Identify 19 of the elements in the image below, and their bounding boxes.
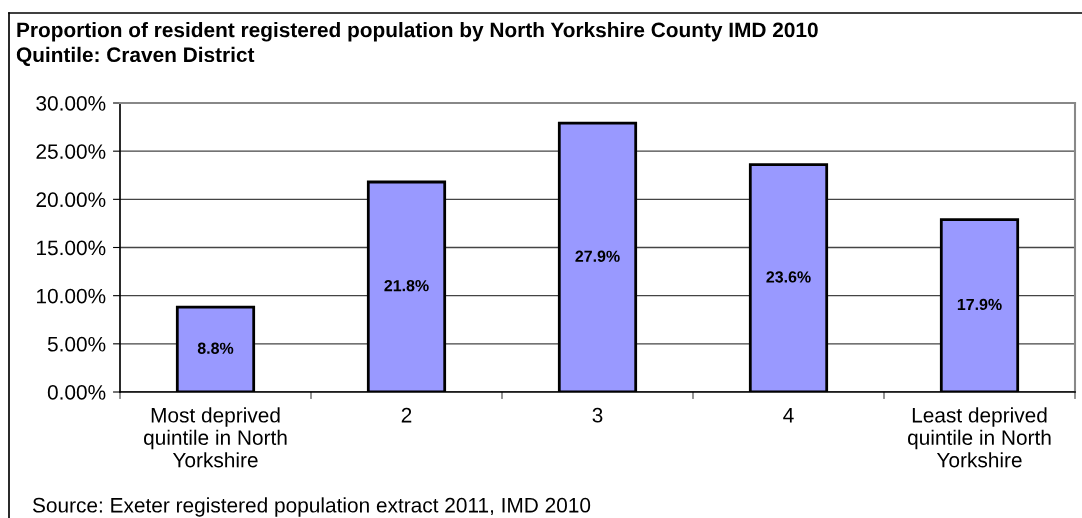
x-tick-label: 2 — [401, 407, 412, 423]
x-tick-label: Most deprived quintile in North Yorkshire — [144, 407, 287, 468]
y-tick-label: 10.00% — [37, 288, 106, 304]
source-note: Source: Exeter registered population extract 2011, IMD 2010 — [32, 497, 591, 517]
y-tick-label: 0.00% — [47, 385, 106, 400]
x-tick-label: 4 — [783, 408, 794, 423]
data-label: 8.8% — [197, 342, 234, 354]
data-label: 27.9% — [575, 250, 620, 262]
y-tick-label: 15.00% — [37, 240, 106, 256]
x-tick-label: Least deprived quintile in North Yorkshire — [908, 407, 1051, 468]
x-tick-label: 3 — [592, 407, 603, 423]
data-label: 23.6% — [766, 271, 811, 283]
y-tick-label: 5.00% — [47, 336, 106, 352]
chart-title: Proportion of resident registered population by North Yorkshire County IMD 2010 Quintile: Craven District — [16, 22, 818, 66]
data-label: 21.8% — [384, 279, 429, 292]
y-tick-label: 30.00% — [36, 96, 106, 111]
y-tick-label: 25.00% — [36, 144, 106, 159]
y-tick-label: 20.00% — [36, 192, 106, 208]
data-label: 17.9% — [957, 298, 1002, 311]
